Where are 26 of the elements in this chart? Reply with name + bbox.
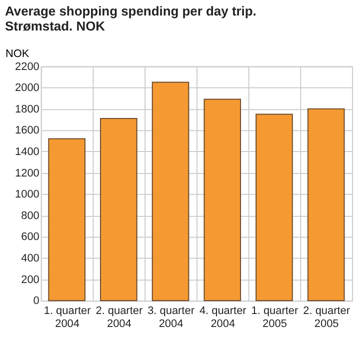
y-tick-label: 1400 [15,146,40,158]
y-tick-label: 800 [21,210,40,222]
y-axis-title: NOK [5,48,30,60]
y-tick-label: 1000 [15,188,40,201]
bar [204,98,242,302]
bar [256,114,293,302]
x-tick-label: 3. quarter 2004 [148,305,195,330]
bar [307,108,345,302]
bar [100,118,138,302]
x-tick-label: 2. quarter 2004 [96,305,143,330]
y-tick-label: 2000 [15,82,40,94]
x-tick-label: 1. quarter 2005 [251,305,299,330]
bar [152,82,190,302]
y-tick-label: 600 [21,231,40,244]
bar [48,138,86,302]
chart-title: Average shopping spending per day trip. Strømstad. NOK [4,3,256,34]
x-tick-label: 1. quarter 2004 [44,305,92,330]
x-tick-label: 4. quarter 2004 [199,305,247,330]
y-tick-label: 200 [21,274,40,286]
y-tick-label: 0 [33,295,40,308]
y-tick-label: 1200 [15,167,40,180]
x-tick-label: 2. quarter 2005 [303,305,350,330]
y-tick-label: 2200 [15,60,40,73]
y-tick-label: 1800 [15,103,40,116]
y-tick-label: 1600 [15,124,40,137]
y-tick-label: 400 [21,252,40,265]
